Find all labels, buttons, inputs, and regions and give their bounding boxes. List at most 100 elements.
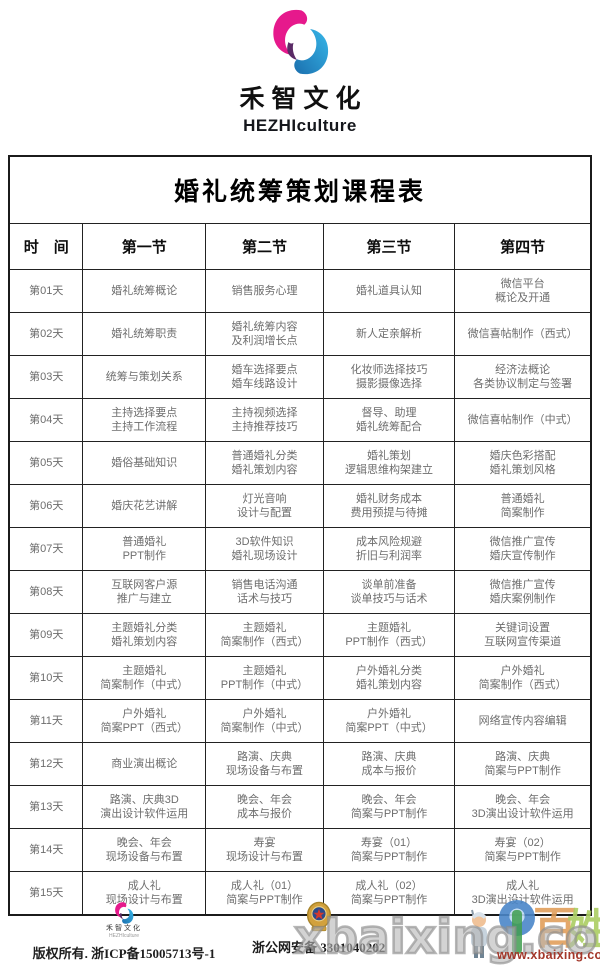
course-cell: 晚会、年会 简案与PPT制作 — [322, 785, 456, 829]
course-cell: 互联网客户源 推广与建立 — [82, 570, 207, 614]
day-cell: 第03天 — [8, 355, 84, 399]
course-cell: 谈单前准备 谈单技巧与话术 — [322, 570, 456, 614]
course-cell: 主题婚礼 PPT制作（中式） — [205, 656, 324, 700]
course-cell: 普通婚礼 PPT制作 — [82, 527, 207, 571]
table-row: 第14天 晚会、年会 现场设备与布置 寿宴 现场设计与布置 寿宴（01） 简案与PPT制作寿… — [8, 828, 592, 872]
course-cell: 路演、庆典3D 演出设计软件运用 — [82, 785, 207, 829]
xbaixing-char-xing: 姓 — [567, 908, 600, 954]
course-cell: 成人礼 现场设计与布置 — [82, 871, 207, 916]
course-cell: 婚礼道具认知 — [322, 269, 456, 313]
table-row: 第12天 商业演出概论 路演、庆典 现场设备与布置 路演、庆典 成本与报价 路演、庆典 简案与… — [8, 742, 592, 786]
course-cell: 督导、助理 婚礼统筹配合 — [322, 398, 456, 442]
course-cell: 路演、庆典 现场设备与布置 — [205, 742, 324, 786]
day-cell: 第08天 — [8, 570, 84, 614]
course-cell: 销售服务心理 — [205, 269, 324, 313]
table-row: 第07天 普通婚礼 PPT制作 3D软件知识 婚礼现场设计 成本风险规避 折旧与利润率 微信推… — [8, 527, 592, 571]
course-cell: 3D软件知识 婚礼现场设计 — [205, 527, 324, 571]
table-row: 第06天 婚庆花艺讲解 灯光音响 设计与配置 婚礼财务成本 费用预提与待摊 普通婚礼 简案制作 — [8, 484, 592, 528]
course-cell: 户外婚礼 简案PPT（中式） — [322, 699, 456, 743]
day-cell: 第13天 — [8, 785, 84, 829]
course-cell: 婚庆色彩搭配 婚礼策划风格 — [454, 441, 592, 485]
course-cell: 商业演出概论 — [82, 742, 207, 786]
course-cell: 寿宴 现场设计与布置 — [205, 828, 324, 872]
col-header-session2: 第二节 — [205, 223, 324, 270]
course-cell: 晚会、年会 现场设备与布置 — [82, 828, 207, 872]
course-cell: 寿宴（02） 简案与PPT制作 — [454, 828, 592, 872]
footer-brand-swirl-icon — [115, 902, 134, 924]
course-cell: 婚礼统筹概论 — [82, 269, 207, 313]
brand-header: 禾智文化 HEZHIculture — [0, 6, 600, 136]
course-cell: 统筹与策划关系 — [82, 355, 207, 399]
course-cell: 主题婚礼分类 婚礼策划内容 — [82, 613, 207, 657]
day-cell: 第09天 — [8, 613, 84, 657]
day-cell: 第15天 — [8, 871, 84, 916]
day-cell: 第05天 — [8, 441, 84, 485]
security-record-block: 浙公网安备 3301040202 — [252, 901, 442, 956]
day-cell: 第10天 — [8, 656, 84, 700]
course-cell: 主持视频选择 主持推荐技巧 — [205, 398, 324, 442]
course-cell: 关键词设置 互联网宣传渠道 — [454, 613, 592, 657]
course-cell: 经济法概论 各类协议制定与签署 — [454, 355, 592, 399]
course-cell: 户外婚礼 简案制作（中式） — [205, 699, 324, 743]
course-cell: 网络宣传内容编辑 — [454, 699, 592, 743]
brand-name: 禾智文化 — [239, 85, 368, 113]
course-cell: 寿宴（01） 简案与PPT制作 — [322, 828, 456, 872]
course-cell: 微信平台 概论及开通 — [454, 269, 592, 313]
course-cell: 户外婚礼分类 婚礼策划内容 — [322, 656, 456, 700]
xbaixing-char-bai: 百 — [533, 904, 577, 953]
col-header-session4: 第四节 — [454, 223, 592, 270]
table-row: 第01天 婚礼统筹概论 销售服务心理 婚礼道具认知 微信平台 概论及开通 — [8, 269, 592, 313]
table-title-row: 婚礼统筹策划课程表 — [8, 155, 592, 224]
course-cell: 路演、庆典 简案与PPT制作 — [454, 742, 592, 786]
course-cell: 户外婚礼 简案制作（西式） — [454, 656, 592, 700]
day-cell: 第06天 — [8, 484, 84, 528]
icp-license-text: 版权所有. 浙ICP备15005713号-1 — [32, 946, 216, 961]
footer-copyright-block: 禾智文化 HEZHIculture 版权所有. 浙ICP备15005713号-1 — [18, 901, 230, 962]
day-cell: 第14天 — [8, 828, 84, 872]
day-cell: 第11天 — [8, 699, 84, 743]
col-header-time: 时 间 — [8, 223, 84, 270]
course-cell: 婚俗基础知识 — [82, 441, 207, 485]
table-row: 第03天 统筹与策划关系 婚车选择要点 婚车线路设计 化妆师选择技巧 摄影摄像选择 经济法概… — [8, 355, 592, 399]
course-cell: 成本风险规避 折旧与利润率 — [322, 527, 456, 571]
table-row: 第10天 主题婚礼 简案制作（中式） 主题婚礼 PPT制作（中式） 户外婚礼分类 婚礼策划内… — [8, 656, 592, 700]
course-cell: 婚礼统筹职责 — [82, 312, 207, 356]
course-cell: 主题婚礼 PPT制作（西式） — [322, 613, 456, 657]
course-cell: 微信喜帖制作（中式） — [454, 398, 592, 442]
course-cell: 化妆师选择技巧 摄影摄像选择 — [322, 355, 456, 399]
course-cell: 晚会、年会 成本与报价 — [205, 785, 324, 829]
course-cell: 新人定亲解析 — [322, 312, 456, 356]
course-cell: 户外婚礼 简案PPT（西式） — [82, 699, 207, 743]
footer-brand-name: 禾智文化 — [106, 925, 142, 932]
course-cell: 微信推广宣传 婚庆宣传制作 — [454, 527, 592, 571]
course-cell: 路演、庆典 成本与报价 — [322, 742, 456, 786]
xbaixing-sprout-icon — [512, 910, 522, 954]
course-cell: 主题婚礼 简案制作（西式） — [205, 613, 324, 657]
course-cell: 成人礼（02） 简案与PPT制作 — [322, 871, 456, 916]
xbaixing-url-text: www.xbaixing.com — [497, 948, 600, 962]
course-cell: 微信推广宣传 婚庆案例制作 — [454, 570, 592, 614]
course-cell: 主题婚礼 简案制作（中式） — [82, 656, 207, 700]
brand-swirl-icon — [273, 9, 329, 75]
course-cell: 普通婚礼 简案制作 — [454, 484, 592, 528]
course-cell: 婚车选择要点 婚车线路设计 — [205, 355, 324, 399]
security-record-text: 浙公网安备 3301040202 — [252, 940, 386, 955]
course-cell: 婚礼统筹内容 及利润增长点 — [205, 312, 324, 356]
page-title: 婚礼统筹策划课程表 — [8, 155, 592, 224]
footer-brand-subtitle: HEZHIculture — [108, 933, 139, 939]
table-row: 第15天 成人礼 现场设计与布置 成人礼（01） 简案与PPT制作 成人礼（02） 简案与P… — [8, 871, 592, 916]
course-table-body: 第01天 婚礼统筹概论 销售服务心理 婚礼道具认知 微信平台 概论及开通 第02天 婚礼统筹职… — [8, 269, 592, 916]
day-cell: 第04天 — [8, 398, 84, 442]
course-cell: 主持选择要点 主持工作流程 — [82, 398, 207, 442]
course-cell: 婚礼财务成本 费用预提与待摊 — [322, 484, 456, 528]
table-row: 第09天 主题婚礼分类 婚礼策划内容 主题婚礼 简案制作（西式） 主题婚礼 PPT制作（西式… — [8, 613, 592, 657]
course-table: 婚礼统筹策划课程表 时 间 第一节 第二节 第三节 第四节 第01天 婚礼统筹概论… — [8, 155, 592, 916]
course-cell: 微信喜帖制作（西式） — [454, 312, 592, 356]
table-row: 第05天 婚俗基础知识 普通婚礼分类 婚礼策划内容 婚礼策划 逻辑思维构架建立 婚庆色彩搭配… — [8, 441, 592, 485]
table-header-row: 时 间 第一节 第二节 第三节 第四节 — [8, 223, 592, 270]
table-row: 第11天 户外婚礼 简案PPT（西式） 户外婚礼 简案制作（中式） 户外婚礼 简案PPT（中… — [8, 699, 592, 743]
course-cell: 晚会、年会 3D演出设计软件运用 — [454, 785, 592, 829]
col-header-session3: 第三节 — [322, 223, 456, 270]
course-cell: 销售电话沟通 话术与技巧 — [205, 570, 324, 614]
